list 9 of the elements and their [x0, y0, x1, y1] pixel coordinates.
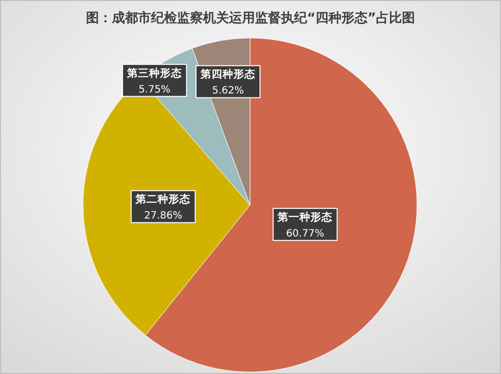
data-label: 5.75% — [138, 84, 170, 96]
slice-label: 第二种形态 — [134, 192, 191, 206]
slice-label: 第三种形态 — [126, 66, 182, 80]
data-label: 60.77% — [286, 228, 324, 240]
slice-label: 第一种形态 — [276, 210, 333, 224]
data-label: 5.62% — [212, 86, 244, 97]
data-label: 27.86% — [144, 210, 182, 222]
slice-label: 第四种形态 — [200, 68, 256, 81]
chart-title: 图：成都市纪检监察机关运用监督执纪“四种形态”占比图 — [86, 10, 416, 26]
